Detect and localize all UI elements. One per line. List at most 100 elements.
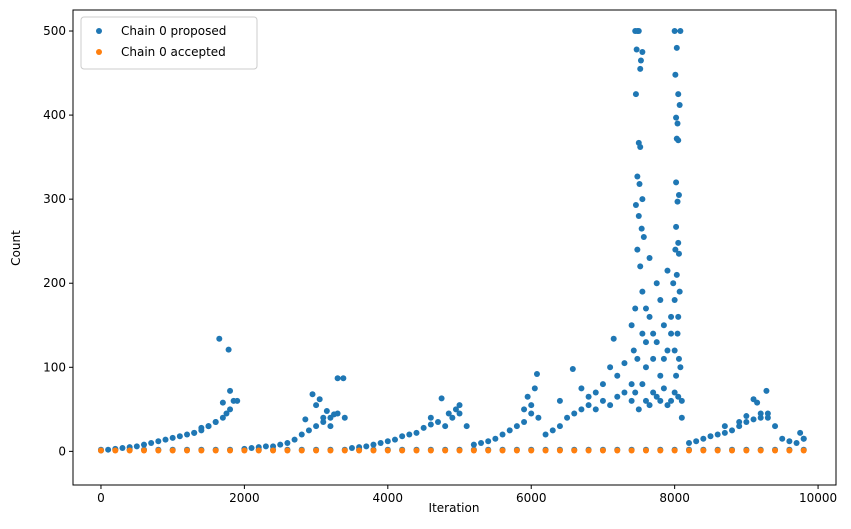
point bbox=[413, 447, 420, 454]
point bbox=[677, 364, 684, 371]
point bbox=[248, 445, 255, 452]
point bbox=[672, 71, 679, 78]
point bbox=[707, 433, 714, 440]
point bbox=[793, 439, 800, 446]
point bbox=[270, 447, 277, 454]
y-tick-label: 0 bbox=[58, 444, 66, 458]
point bbox=[677, 28, 684, 35]
point bbox=[485, 438, 492, 445]
point bbox=[284, 447, 291, 454]
point bbox=[653, 280, 660, 287]
point bbox=[327, 423, 334, 430]
point bbox=[219, 399, 226, 406]
point bbox=[764, 414, 771, 421]
plot-area bbox=[97, 28, 807, 454]
point bbox=[521, 418, 528, 425]
point bbox=[635, 406, 642, 413]
point bbox=[377, 439, 384, 446]
point bbox=[585, 447, 592, 454]
x-axis-label: Iteration bbox=[429, 501, 480, 515]
y-tick-label: 200 bbox=[43, 276, 66, 290]
point bbox=[599, 447, 606, 454]
point bbox=[657, 372, 664, 379]
point bbox=[255, 447, 262, 454]
point bbox=[470, 447, 477, 454]
point bbox=[528, 410, 535, 417]
point bbox=[800, 447, 807, 454]
point bbox=[639, 196, 646, 203]
point bbox=[673, 223, 680, 230]
point bbox=[642, 447, 649, 454]
point bbox=[227, 406, 234, 413]
point bbox=[685, 447, 692, 454]
point bbox=[320, 414, 327, 421]
point bbox=[633, 46, 640, 53]
point bbox=[800, 435, 807, 442]
point bbox=[650, 330, 657, 337]
point bbox=[729, 447, 736, 454]
point bbox=[671, 389, 678, 396]
point bbox=[277, 441, 284, 448]
legend-label: Chain 0 proposed bbox=[121, 24, 226, 38]
point bbox=[309, 391, 316, 398]
x-tick-label: 10000 bbox=[799, 491, 837, 505]
x-tick-label: 8000 bbox=[659, 491, 690, 505]
point bbox=[750, 416, 757, 423]
point bbox=[779, 435, 786, 442]
point bbox=[334, 375, 341, 382]
point bbox=[614, 447, 621, 454]
point bbox=[140, 441, 147, 448]
point bbox=[313, 447, 320, 454]
point bbox=[227, 387, 234, 394]
point bbox=[320, 418, 327, 425]
point bbox=[634, 173, 641, 180]
point bbox=[184, 431, 191, 438]
point bbox=[470, 441, 477, 448]
legend-marker bbox=[96, 49, 102, 55]
point bbox=[632, 305, 639, 312]
point bbox=[162, 436, 169, 443]
legend-box bbox=[80, 16, 258, 70]
point bbox=[639, 381, 646, 388]
point bbox=[736, 418, 743, 425]
point bbox=[456, 447, 463, 454]
point bbox=[642, 397, 649, 404]
point bbox=[478, 439, 485, 446]
point bbox=[614, 393, 621, 400]
point bbox=[456, 402, 463, 409]
point bbox=[384, 447, 391, 454]
legend-marker bbox=[96, 28, 102, 34]
point bbox=[316, 396, 323, 403]
point bbox=[212, 418, 219, 425]
point bbox=[628, 322, 635, 329]
point bbox=[184, 447, 191, 454]
point bbox=[632, 202, 639, 209]
point bbox=[639, 288, 646, 295]
point bbox=[668, 313, 675, 320]
point bbox=[660, 385, 667, 392]
point bbox=[413, 429, 420, 436]
point bbox=[585, 402, 592, 409]
point bbox=[639, 49, 646, 56]
point bbox=[678, 414, 685, 421]
point bbox=[672, 246, 679, 253]
point bbox=[341, 447, 348, 454]
point bbox=[205, 423, 212, 430]
point bbox=[531, 385, 538, 392]
point bbox=[391, 436, 398, 443]
point bbox=[675, 191, 682, 198]
point bbox=[556, 397, 563, 404]
point bbox=[592, 406, 599, 413]
point bbox=[628, 447, 635, 454]
point bbox=[499, 431, 506, 438]
point bbox=[671, 447, 678, 454]
point bbox=[675, 355, 682, 362]
point bbox=[506, 427, 513, 434]
point bbox=[671, 28, 678, 35]
point bbox=[176, 433, 183, 440]
point bbox=[216, 335, 223, 342]
point bbox=[646, 402, 653, 409]
point bbox=[449, 414, 456, 421]
point bbox=[673, 372, 680, 379]
point bbox=[223, 410, 230, 417]
